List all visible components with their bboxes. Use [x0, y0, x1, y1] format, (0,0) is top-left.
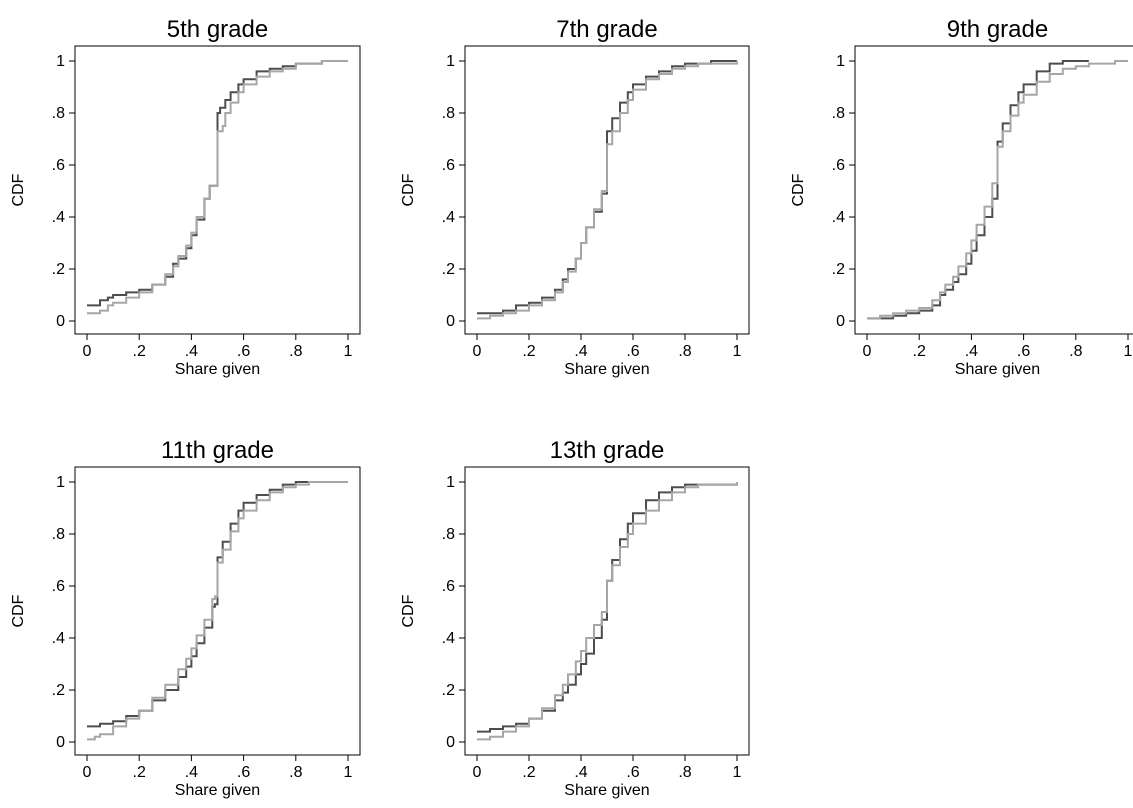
x-tick-label: 0 — [473, 764, 482, 781]
panel-title: 11th grade — [161, 437, 274, 464]
y-tick-label: .8 — [442, 526, 455, 543]
y-tick-label: .6 — [442, 578, 455, 595]
x-tick-label: 0 — [863, 343, 872, 360]
y-tick-label: .4 — [832, 209, 845, 226]
y-tick-label: .6 — [442, 157, 455, 174]
x-tick-label: .8 — [678, 343, 691, 360]
y-tick-label: .4 — [442, 209, 455, 226]
series-line-light — [477, 482, 738, 741]
y-axis-label: CDF — [400, 594, 417, 627]
y-tick-label: .2 — [52, 682, 65, 699]
panel-2: 7th grade 0 .2 .4 .6 .8 1 0 .2 .4 .6 .8 1 Share given… — [400, 16, 750, 378]
panel-5: 13th grade 0 .2 .4 .6 .8 1 0 .2 .4 .6 .8 1 Share give… — [400, 437, 750, 799]
y-tick-label: .2 — [442, 261, 455, 278]
plot-frame — [74, 45, 361, 335]
y-tick-label: .6 — [52, 157, 65, 174]
panel-title: 13th grade — [550, 437, 665, 464]
x-tick-label: .8 — [1069, 343, 1082, 360]
y-axis-label: CDF — [790, 173, 807, 206]
y-axis-label: CDF — [10, 594, 27, 627]
y-tick-label: 1 — [56, 474, 65, 491]
plot-frame — [74, 466, 361, 756]
x-tick-label: .2 — [913, 343, 926, 360]
x-axis-label: Share given — [564, 361, 649, 378]
y-tick-label: .8 — [52, 526, 65, 543]
x-tick-label: .8 — [289, 764, 302, 781]
x-tick-label: .4 — [574, 764, 587, 781]
series-line-dark — [87, 481, 348, 728]
y-tick-label: 0 — [56, 734, 65, 751]
x-tick-label: 0 — [83, 343, 92, 360]
x-tick-label: 1 — [1124, 343, 1133, 360]
x-axis-label: Share given — [955, 361, 1040, 378]
x-tick-label: .6 — [626, 343, 639, 360]
x-tick-label: .2 — [133, 343, 146, 360]
y-axis-label: CDF — [10, 173, 27, 206]
x-tick-label: .2 — [522, 343, 535, 360]
panel-3: 9th grade 0 .2 .4 .6 .8 1 0 .2 .4 .6 .8 1 Share given… — [790, 16, 1133, 378]
y-tick-label: 0 — [446, 313, 455, 330]
x-tick-label: .6 — [237, 343, 250, 360]
y-tick-label: .2 — [442, 682, 455, 699]
x-tick-label: 1 — [733, 764, 742, 781]
y-tick-label: 1 — [446, 53, 455, 70]
y-tick-label: .6 — [832, 157, 845, 174]
x-tick-label: .8 — [289, 343, 302, 360]
y-axis-label: CDF — [400, 173, 417, 206]
y-tick-label: .8 — [52, 105, 65, 122]
x-tick-label: .4 — [185, 343, 198, 360]
x-tick-label: .4 — [185, 764, 198, 781]
series-line-dark — [867, 60, 1089, 320]
y-tick-label: 0 — [56, 313, 65, 330]
y-tick-label: .8 — [832, 105, 845, 122]
x-tick-label: .2 — [133, 764, 146, 781]
y-tick-label: .2 — [832, 261, 845, 278]
x-tick-label: 0 — [473, 343, 482, 360]
x-tick-label: .2 — [522, 764, 535, 781]
panel-1: 5th grade 0 .2 .4 .6 .8 1 0 .2 .4 .6 .8 1 Share given… — [10, 16, 361, 378]
y-tick-label: .4 — [442, 630, 455, 647]
y-tick-label: .8 — [442, 105, 455, 122]
panel-title: 7th grade — [556, 16, 657, 43]
x-tick-label: .6 — [237, 764, 250, 781]
panel-title: 5th grade — [167, 16, 268, 43]
y-tick-label: .4 — [52, 630, 65, 647]
x-axis-label: Share given — [564, 782, 649, 799]
plot-frame — [464, 45, 750, 335]
series-line-light — [867, 60, 1128, 320]
x-tick-label: 1 — [344, 343, 353, 360]
y-tick-label: .6 — [52, 578, 65, 595]
panel-title: 9th grade — [947, 16, 1048, 43]
x-tick-label: .6 — [1017, 343, 1030, 360]
plot-frame — [464, 466, 750, 756]
y-tick-label: 1 — [56, 53, 65, 70]
x-tick-label: .4 — [574, 343, 587, 360]
series-line-light — [87, 60, 348, 315]
y-tick-label: 0 — [836, 313, 845, 330]
x-axis-label: Share given — [175, 361, 260, 378]
x-tick-label: .8 — [678, 764, 691, 781]
plot-frame — [854, 45, 1133, 335]
y-tick-label: .4 — [52, 209, 65, 226]
x-tick-label: 1 — [344, 764, 353, 781]
y-tick-label: 1 — [836, 53, 845, 70]
panel-4: 11th grade 0 .2 .4 .6 .8 1 0 .2 .4 .6 .8 1 Share give… — [10, 437, 361, 799]
y-tick-label: .2 — [52, 261, 65, 278]
y-tick-label: 1 — [446, 474, 455, 491]
series-line-light — [477, 61, 738, 320]
y-tick-label: 0 — [446, 734, 455, 751]
x-axis-label: Share given — [175, 782, 260, 799]
x-tick-label: .6 — [626, 764, 639, 781]
series-line-light — [87, 481, 348, 741]
x-tick-label: 0 — [83, 764, 92, 781]
x-tick-label: .4 — [965, 343, 978, 360]
x-tick-label: 1 — [733, 343, 742, 360]
